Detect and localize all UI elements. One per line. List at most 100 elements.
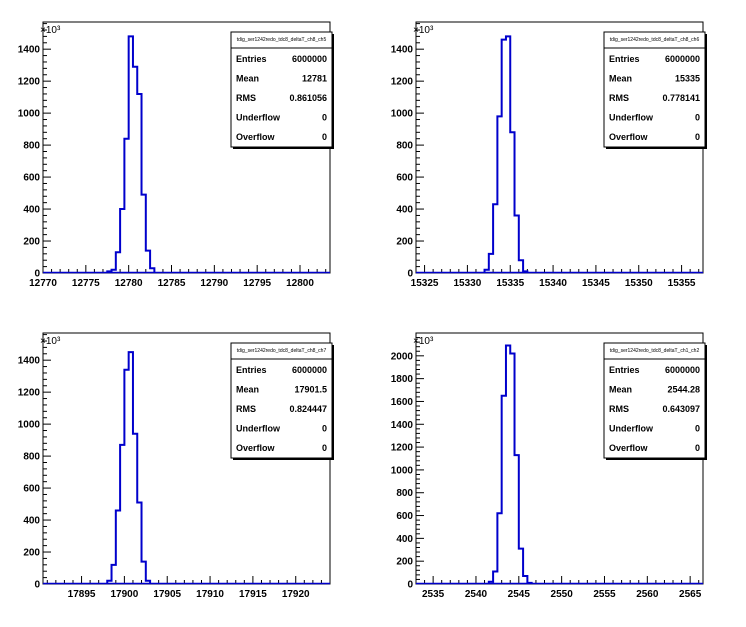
histogram-pad-2: 0 200 400 600 800 1000 1200 1400 ×10³ 15325 15330 1… [373, 0, 746, 311]
x-tick-label: 12800 [286, 278, 314, 289]
stats-box [603, 31, 706, 148]
y-exponent-label: ×10³ [40, 25, 61, 36]
stats-label: Entries [236, 365, 267, 375]
stats-value: 0 [322, 113, 327, 123]
x-tick-label: 17920 [282, 589, 310, 600]
y-tick-label: 400 [23, 205, 40, 216]
y-tick-label: 200 [23, 548, 40, 559]
x-tick-label: 15330 [453, 278, 481, 289]
stats-label: Mean [236, 385, 259, 395]
y-tick-label: 1200 [18, 388, 41, 399]
y-tick-label: 1400 [391, 420, 414, 431]
y-tick-label: 200 [396, 557, 413, 568]
stats-label: Underflow [609, 113, 654, 123]
x-tick-label: 15335 [496, 278, 524, 289]
y-tick-label: 800 [396, 141, 413, 152]
x-tick-label: 12795 [243, 278, 271, 289]
y-tick-label: 0 [34, 580, 40, 591]
stats-label: RMS [236, 93, 256, 103]
stats-title: tdig_ser1242redo_tdc8_deltaT_ch8_ch7 [237, 348, 327, 354]
y-tick-label: 600 [396, 511, 413, 522]
y-exponent-label: ×10³ [413, 336, 434, 347]
stats-label: Underflow [236, 113, 281, 123]
stats-label: Entries [609, 365, 640, 375]
y-tick-label: 400 [23, 516, 40, 527]
stats-label: Overflow [236, 443, 276, 453]
x-tick-label: 15340 [539, 278, 567, 289]
stats-label: Overflow [609, 443, 649, 453]
stats-value: 2544.28 [667, 385, 700, 395]
stats-title: tdig_ser1242redo_tdc8_deltaT_ch1_ch2 [610, 348, 700, 354]
y-tick-label: 800 [23, 141, 40, 152]
x-tick-label: 17905 [153, 589, 181, 600]
stats-label: Overflow [609, 132, 649, 142]
histogram-pad-3: 0 200 400 600 800 1000 1200 1400 ×10³ 17895 17900 1… [0, 311, 373, 622]
y-tick-label: 800 [396, 488, 413, 499]
y-tick-label: 400 [396, 205, 413, 216]
stats-value: 6000000 [292, 365, 327, 375]
y-tick-label: 1000 [391, 465, 414, 476]
y-tick-label: 1200 [18, 77, 41, 88]
x-tick-label: 15355 [668, 278, 696, 289]
y-tick-label: 600 [396, 173, 413, 184]
stats-value: 0 [322, 443, 327, 453]
y-tick-label: 2000 [391, 351, 414, 362]
x-tick-label: 15325 [411, 278, 439, 289]
y-tick-label: 800 [23, 452, 40, 463]
y-exponent-label: ×10³ [413, 25, 434, 36]
y-tick-label: 600 [23, 173, 40, 184]
y-tick-label: 1000 [18, 109, 41, 120]
histogram-outline [106, 351, 152, 584]
stats-value: 0 [695, 443, 700, 453]
stats-label: Underflow [236, 424, 281, 434]
stats-value: 0 [695, 424, 700, 434]
stats-title: tdig_ser1242redo_tdc8_deltaT_ch8_ch5 [237, 37, 327, 43]
x-tick-label: 12780 [115, 278, 143, 289]
stats-value: 12781 [302, 74, 327, 84]
x-tick-label: 17900 [110, 589, 138, 600]
x-tick-label: 2560 [636, 589, 659, 600]
y-tick-label: 400 [396, 534, 413, 545]
stats-value: 0 [322, 424, 327, 434]
histogram-outline [106, 35, 156, 273]
histogram-chart: 0 200 400 600 800 1000 1200 1400 ×10³ 17895 17900 1… [18, 332, 334, 600]
stats-box [230, 342, 333, 459]
y-tick-label: 1800 [391, 374, 414, 385]
stats-value: 0 [695, 113, 700, 123]
stats-value: 6000000 [665, 365, 700, 375]
stats-value: 15335 [675, 74, 700, 84]
y-tick-label: 1200 [391, 77, 414, 88]
stats-value: 0 [322, 132, 327, 142]
stats-label: Mean [609, 385, 632, 395]
stats-value: 17901.5 [294, 385, 327, 395]
x-tick-label: 15345 [582, 278, 610, 289]
histogram-chart: 0 200 400 600 800 1000 1200 1400 ×10³ 12770 12775 1… [18, 21, 334, 289]
y-tick-label: 1000 [18, 420, 41, 431]
x-tick-label: 2535 [422, 589, 445, 600]
stats-label: Overflow [236, 132, 276, 142]
stats-value: 0 [695, 132, 700, 142]
stats-value: 0.778141 [662, 93, 700, 103]
y-tick-label: 1600 [391, 397, 414, 408]
stats-title: tdig_ser1242redo_tdc8_deltaT_ch8_ch6 [610, 37, 700, 43]
stats-label: RMS [236, 404, 256, 414]
stats-label: Mean [609, 74, 632, 84]
histogram-outline [483, 35, 529, 273]
stats-label: Entries [609, 54, 640, 64]
stats-box [230, 31, 333, 148]
y-tick-label: 1000 [391, 109, 414, 120]
x-tick-label: 12785 [158, 278, 186, 289]
x-tick-label: 2555 [593, 589, 616, 600]
histogram-pad-4: 0 200 400 600 800 1000 1200 1400 1600 1800 2000 ×10… [373, 311, 746, 622]
stats-value: 6000000 [292, 54, 327, 64]
x-tick-label: 2565 [679, 589, 702, 600]
histogram-chart: 0 200 400 600 800 1000 1200 1400 1600 1800 2000 ×10… [391, 332, 707, 600]
y-tick-label: 1200 [391, 443, 414, 454]
x-tick-label: 12790 [200, 278, 228, 289]
stats-label: RMS [609, 404, 629, 414]
stats-label: RMS [609, 93, 629, 103]
y-tick-label: 1400 [18, 45, 41, 56]
x-tick-label: 17895 [68, 589, 96, 600]
stats-label: Mean [236, 74, 259, 84]
stats-value: 0.824447 [289, 404, 327, 414]
